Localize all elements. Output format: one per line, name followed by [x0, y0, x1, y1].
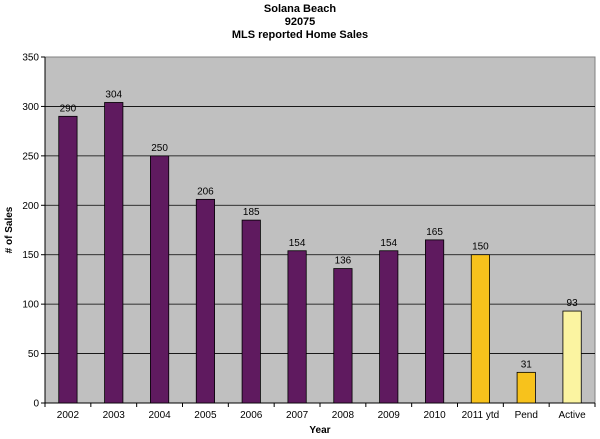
y-tick-label: 100 [22, 300, 39, 311]
y-tick-label: 300 [22, 102, 39, 113]
bar [104, 102, 124, 404]
bar [241, 219, 261, 404]
data-label: 154 [289, 238, 306, 249]
data-label: 31 [521, 359, 533, 370]
x-tick-label: 2010 [423, 410, 446, 421]
x-tick-label: 2011 ytd [462, 410, 500, 421]
bar [425, 239, 445, 404]
plot-area [44, 56, 596, 404]
y-tick-label: 200 [22, 201, 39, 212]
data-label: 304 [105, 89, 122, 100]
x-tick-label: 2006 [240, 410, 263, 421]
y-tick-label: 50 [28, 349, 40, 360]
x-tick-label: 2009 [378, 410, 401, 421]
x-tick-label: Active [558, 410, 586, 421]
y-tick-label: 250 [22, 151, 39, 162]
bar [58, 115, 78, 404]
y-tick-label: 150 [22, 250, 39, 261]
chart-title-line-1: Solana Beach [263, 3, 337, 15]
y-tick-label: 0 [33, 399, 39, 410]
chart-title-line-3: MLS reported Home Sales [231, 29, 369, 41]
bar [562, 310, 582, 404]
x-tick-label: 2007 [286, 410, 309, 421]
data-label: 154 [380, 238, 397, 249]
data-label: 185 [243, 207, 260, 218]
data-label: 136 [335, 256, 352, 267]
bar [379, 250, 399, 404]
data-label: 150 [472, 242, 489, 253]
x-tick-label: 2003 [103, 410, 126, 421]
data-label: 250 [151, 143, 168, 154]
x-tick-label: Pend [515, 410, 538, 421]
x-tick-label: 2008 [332, 410, 355, 421]
data-label: 290 [60, 103, 77, 114]
x-tick-label: 2005 [194, 410, 217, 421]
x-tick-label: 2004 [148, 410, 171, 421]
bar [150, 155, 170, 404]
chart-title: Solana Beach 92075 MLS reported Home Sal… [0, 3, 600, 42]
bar [470, 254, 490, 404]
bar [287, 250, 307, 404]
bar [516, 371, 536, 404]
x-axis-label: Year [309, 425, 330, 436]
data-label: 93 [567, 298, 579, 309]
data-label: 206 [197, 186, 214, 197]
chart-title-line-2: 92075 [284, 16, 316, 28]
bar [195, 198, 215, 404]
x-tick-label: 2002 [57, 410, 80, 421]
data-label: 165 [426, 227, 443, 238]
y-tick-label: 350 [22, 53, 39, 64]
bar [333, 268, 353, 404]
y-axis-label: # of Sales [4, 206, 15, 253]
